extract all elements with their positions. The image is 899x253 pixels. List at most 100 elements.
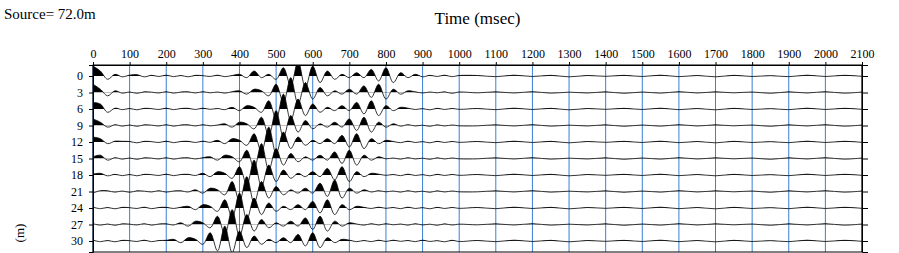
trace-line (93, 111, 862, 137)
tick-mark (93, 62, 94, 65)
trace-line (93, 65, 862, 88)
tick-mark (89, 109, 93, 110)
tick-mark (642, 62, 643, 65)
y-axis-right (862, 66, 868, 253)
tick-mark (862, 159, 868, 160)
trace-fill-group (93, 193, 862, 208)
trace-fill-group (93, 226, 862, 241)
trace-line (93, 193, 862, 219)
tick-label: 600 (304, 47, 322, 61)
trace-fill (93, 94, 862, 109)
tick (862, 76, 868, 77)
tick-label: 100 (121, 47, 139, 61)
tick-label: 2000 (814, 47, 838, 61)
trace (93, 177, 862, 203)
trace-line (93, 78, 862, 104)
tick-mark (862, 225, 868, 226)
tick-label: 1500 (631, 47, 655, 61)
tick (862, 175, 868, 176)
trace-fill-group (93, 94, 862, 109)
grid (93, 65, 862, 252)
tick: 24 (71, 201, 93, 215)
tick: 700 (341, 47, 359, 65)
tick: 3 (77, 86, 93, 100)
tick (862, 192, 868, 193)
tick: 9 (77, 119, 93, 133)
axis-line (89, 66, 94, 253)
x-axis-title: Time (msec) (435, 9, 521, 28)
tick-mark (276, 62, 277, 65)
tick: 1800 (741, 47, 765, 65)
trace-fill (93, 160, 862, 175)
tick-label: 24 (71, 201, 83, 215)
tick-mark (130, 62, 131, 65)
trace-line (93, 144, 862, 170)
tick-mark (862, 126, 868, 127)
trace-fill (93, 127, 862, 142)
tick (862, 225, 868, 226)
tick-label: 30 (71, 234, 83, 248)
trace-fill-group (93, 111, 862, 126)
trace-fill-group (93, 160, 862, 175)
tick: 600 (304, 47, 322, 65)
tick: 12 (71, 135, 93, 149)
chart-svg: Source= 72.0mTime (msec)(m)0100200300400… (0, 0, 899, 253)
tick-label: 3 (77, 86, 83, 100)
tick-mark (89, 142, 93, 143)
tick: 800 (377, 47, 395, 65)
tick: 300 (194, 47, 212, 65)
trace (93, 210, 862, 236)
tick-label: 1300 (558, 47, 582, 61)
tick: 1700 (704, 47, 728, 65)
trace-line (93, 160, 862, 186)
tick: 1600 (667, 47, 691, 65)
tick-mark (569, 62, 570, 65)
tick-label: 12 (71, 135, 83, 149)
trace-fill (93, 78, 862, 93)
tick-label: 1900 (777, 47, 801, 61)
tick: 27 (71, 218, 93, 232)
tick-mark (862, 109, 868, 110)
tick: 900 (414, 47, 432, 65)
tick: 1300 (558, 47, 582, 65)
y-axis: 036912151821242730 (71, 66, 94, 253)
tick-label: 9 (77, 119, 83, 133)
trace-line (93, 177, 862, 203)
tick-mark (89, 208, 93, 209)
tick-label: 1400 (594, 47, 618, 61)
tick-label: 6 (77, 102, 83, 116)
tick: 0 (77, 69, 93, 83)
tick: 18 (71, 168, 93, 182)
tick-mark (313, 62, 314, 65)
tick (862, 208, 868, 209)
tick-label: 800 (377, 47, 395, 61)
tick-label: 300 (194, 47, 212, 61)
tick-label: 400 (231, 47, 249, 61)
plot-frame (93, 65, 862, 252)
tick: 200 (158, 47, 176, 65)
chart-container: Source= 72.0mTime (msec)(m)0100200300400… (0, 0, 899, 253)
axis-line (94, 62, 863, 66)
tick-label: 1100 (485, 47, 509, 61)
tick-mark (89, 93, 93, 94)
tick-mark (606, 62, 607, 65)
trace (93, 144, 862, 170)
tick (862, 126, 868, 127)
trace-fill-group (93, 144, 862, 159)
tick-mark (716, 62, 717, 65)
tick-mark (89, 159, 93, 160)
trace-fill-group (93, 65, 862, 76)
tick: 400 (231, 47, 249, 65)
tick: 6 (77, 102, 93, 116)
trace-fill (93, 65, 862, 76)
tick: 1400 (594, 47, 618, 65)
tick-label: 1700 (704, 47, 728, 61)
tick: 30 (71, 234, 93, 248)
tick-label: 21 (71, 185, 83, 199)
tick-mark (166, 62, 167, 65)
tick: 1500 (631, 47, 655, 65)
tick-mark (752, 62, 753, 65)
tick-mark (89, 76, 93, 77)
tick (862, 93, 868, 94)
trace-fill (93, 193, 862, 208)
